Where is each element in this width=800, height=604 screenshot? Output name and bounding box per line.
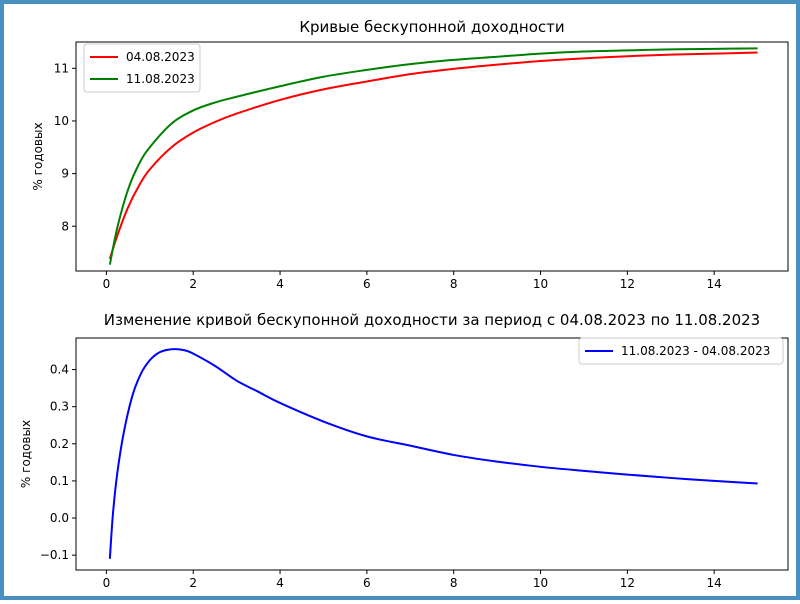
y-axis-label: % годовых <box>19 420 33 488</box>
series-line-2 <box>108 47 758 265</box>
x-tick-label: 14 <box>707 277 722 291</box>
x-tick-label: 2 <box>189 576 197 590</box>
plot-area <box>75 337 789 571</box>
y-tick-label: 9 <box>61 167 69 181</box>
y-tick-label: 0.3 <box>50 400 69 414</box>
x-tick-label: 0 <box>103 277 111 291</box>
y-tick-label: 0.4 <box>50 363 69 377</box>
x-tick-label: 0 <box>103 576 111 590</box>
x-tick-label: 10 <box>533 576 548 590</box>
y-tick-label: 0.0 <box>50 511 69 525</box>
legend-label: 11.08.2023 <box>126 72 195 86</box>
x-tick-label: 12 <box>620 277 635 291</box>
legend-box <box>578 337 784 365</box>
x-tick-label: 14 <box>707 576 722 590</box>
y-tick-label: 8 <box>61 219 69 233</box>
chart-title: Кривые бескупонной доходности <box>299 18 564 36</box>
y-tick-label: 0.2 <box>50 437 69 451</box>
y-tick-label: 10 <box>54 114 69 128</box>
series-line-1 <box>108 348 758 559</box>
x-tick-label: 6 <box>363 277 371 291</box>
legend: 11.08.2023 - 04.08.2023 <box>578 337 784 365</box>
chart-title: Изменение кривой бескупонной доходности … <box>104 311 760 329</box>
x-tick-label: 4 <box>276 277 284 291</box>
x-tick-label: 12 <box>620 576 635 590</box>
y-tick-label: 0.1 <box>50 474 69 488</box>
legend-label: 04.08.2023 <box>126 50 195 64</box>
legend-label: 11.08.2023 - 04.08.2023 <box>621 344 770 358</box>
x-tick-label: 4 <box>276 576 284 590</box>
x-tick-label: 8 <box>450 277 458 291</box>
chart-top: Кривые бескупонной доходности % годовых 0 2… <box>31 18 789 291</box>
legend: 04.08.2023 11.08.2023 <box>83 43 201 93</box>
y-axis-label: % годовых <box>31 122 45 190</box>
y-tick-label: 11 <box>54 61 69 75</box>
x-tick-label: 10 <box>533 277 548 291</box>
plot-area <box>75 41 789 272</box>
x-tick-label: 2 <box>189 277 197 291</box>
x-tick-label: 8 <box>450 576 458 590</box>
x-tick-label: 6 <box>363 576 371 590</box>
series-line-1 <box>108 51 758 260</box>
figure-canvas: Кривые бескупонной доходности % годовых 0 2… <box>19 18 789 590</box>
y-tick-label: −0.1 <box>40 548 69 562</box>
chart-bottom: Изменение кривой бескупонной доходности … <box>19 311 789 590</box>
